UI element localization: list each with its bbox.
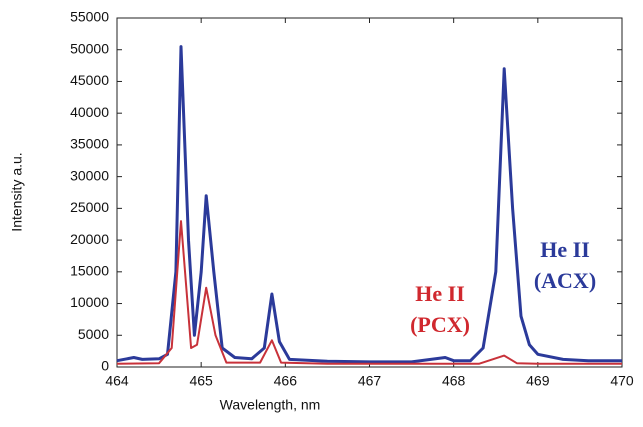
- y-tick-label: 0: [101, 358, 109, 374]
- y-tick-label: 30000: [70, 167, 109, 183]
- y-tick-label: 20000: [70, 231, 109, 247]
- y-tick-label: 35000: [70, 136, 109, 152]
- y-tick-label: 15000: [70, 263, 109, 279]
- annotation: (PCX): [410, 312, 470, 337]
- series-line: [116, 45, 622, 364]
- x-axis-label: Wavelength, nm: [220, 397, 321, 413]
- x-tick-label: 468: [442, 373, 466, 389]
- y-tick-label: 45000: [70, 72, 109, 88]
- series-line: [116, 220, 622, 365]
- x-tick-label: 467: [358, 373, 382, 389]
- y-axis-label: Intensity a.u.: [9, 152, 25, 231]
- y-tick-label: 10000: [70, 294, 109, 310]
- y-tick-label: 50000: [70, 40, 109, 56]
- x-tick-label: 470: [610, 373, 634, 389]
- annotation: He II: [540, 237, 590, 262]
- x-tick-label: 465: [189, 373, 213, 389]
- y-tick-label: 55000: [70, 9, 109, 25]
- y-tick-label: 25000: [70, 199, 109, 215]
- x-tick-label: 466: [274, 373, 298, 389]
- x-tick-label: 464: [105, 373, 129, 389]
- y-tick-label: 5000: [78, 326, 109, 342]
- x-tick-label: 469: [526, 373, 550, 389]
- annotation: He II: [415, 281, 465, 306]
- y-tick-label: 40000: [70, 104, 109, 120]
- annotation: (ACX): [534, 268, 596, 293]
